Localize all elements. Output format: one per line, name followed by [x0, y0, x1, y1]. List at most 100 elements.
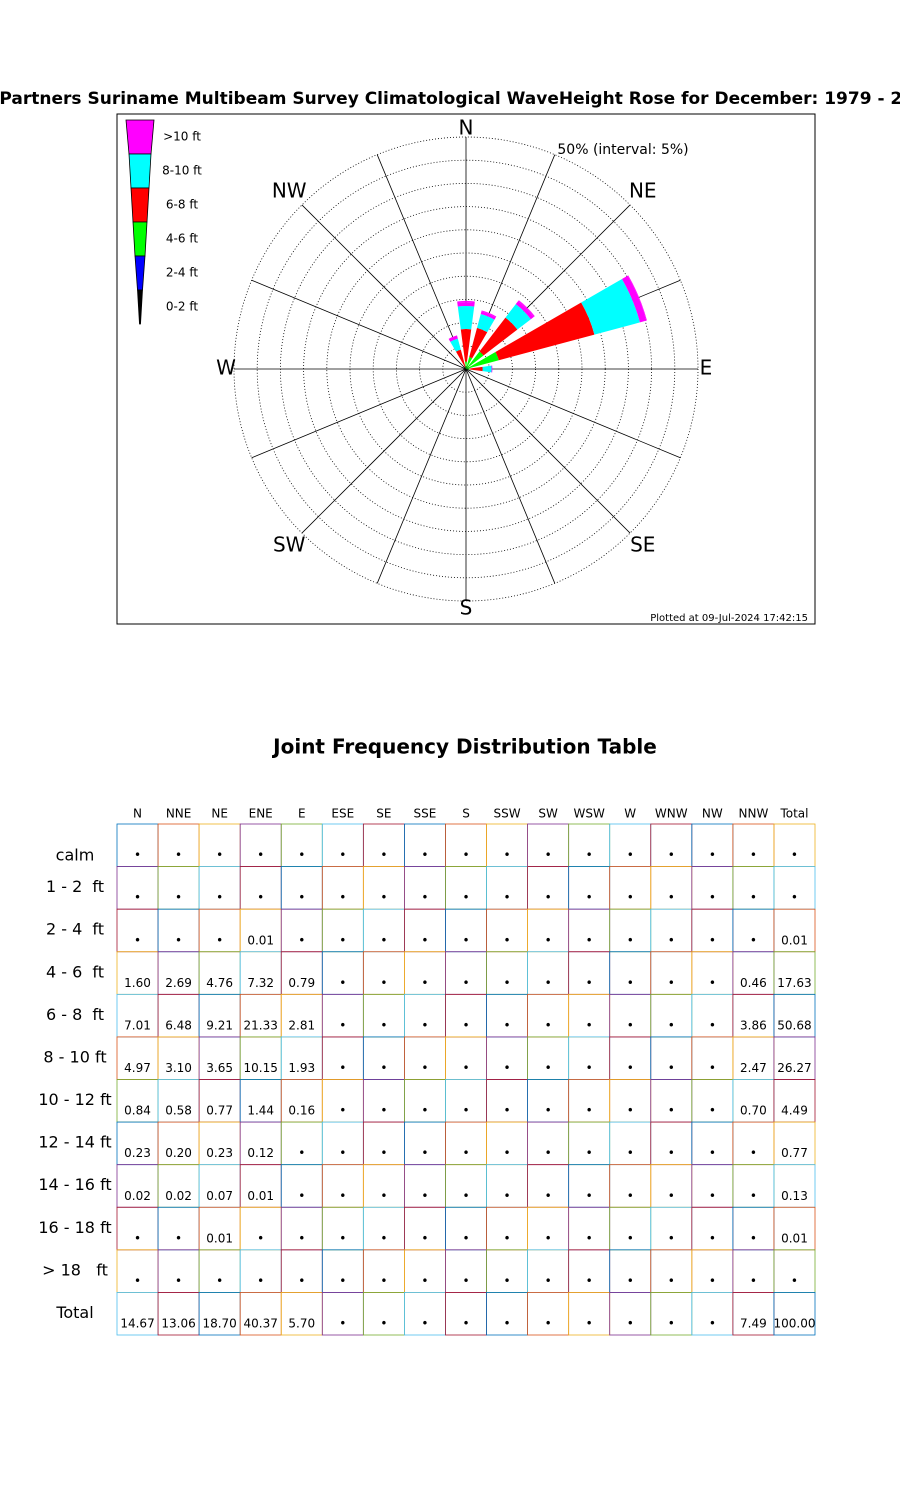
cell-value: •	[339, 976, 346, 990]
cell-value: •	[586, 976, 593, 990]
cell-value: 0.13	[781, 1189, 808, 1203]
cell-value: 0.20	[165, 1146, 192, 1160]
cell-value: •	[504, 1317, 511, 1331]
cell-value: •	[586, 891, 593, 905]
cell-value: •	[504, 1146, 511, 1160]
cell-value: •	[462, 1231, 469, 1245]
cell-value: •	[627, 976, 634, 990]
legend-label: 2-4 ft	[166, 266, 198, 280]
cell-value: •	[298, 1189, 305, 1203]
cell-value: 7.01	[124, 1018, 151, 1032]
legend-swatch	[133, 222, 147, 256]
cell-value: •	[380, 848, 387, 862]
column-header: NNE	[166, 807, 192, 821]
cell-value: 0.79	[288, 976, 315, 990]
cell-value: 6.48	[165, 1018, 192, 1032]
cell-value: •	[175, 933, 182, 947]
cell-value: 2.69	[165, 976, 192, 990]
row-label: calm	[56, 846, 95, 865]
cell-value: 0.77	[206, 1104, 233, 1118]
cell-value: •	[709, 1274, 716, 1288]
cell-value: •	[339, 1274, 346, 1288]
cell-value: •	[462, 1189, 469, 1203]
cell-value: •	[709, 1189, 716, 1203]
cell-value: •	[668, 1317, 675, 1331]
cell-value: •	[750, 1189, 757, 1203]
cell-value: •	[709, 1231, 716, 1245]
cell-value: 10.15	[244, 1061, 278, 1075]
cell-value: 26.27	[777, 1061, 811, 1075]
cell-value: •	[668, 1189, 675, 1203]
compass-label: N	[459, 116, 474, 140]
cell-value: •	[504, 976, 511, 990]
cell-value: 0.01	[781, 1231, 808, 1245]
cell-value: •	[709, 848, 716, 862]
row-label: 2 - 4 ft	[46, 920, 104, 939]
ring-label: 50% (interval: 5%)	[557, 142, 688, 158]
compass-label: NE	[629, 179, 657, 203]
cell-value: •	[462, 1146, 469, 1160]
cell-value: •	[216, 1274, 223, 1288]
cell-value: •	[586, 933, 593, 947]
column-header: SSE	[414, 807, 437, 821]
cell-value: •	[504, 891, 511, 905]
cell-value: •	[545, 1231, 552, 1245]
cell-value: •	[791, 1274, 798, 1288]
cell-value: •	[134, 891, 141, 905]
column-header: Total	[779, 807, 808, 821]
row-label: 6 - 8 ft	[46, 1005, 104, 1024]
cell-value: •	[750, 933, 757, 947]
cell-value: •	[462, 933, 469, 947]
cell-value: •	[380, 1274, 387, 1288]
compass-label: SE	[630, 532, 655, 556]
cell-value: •	[298, 1274, 305, 1288]
column-header: N	[133, 807, 142, 821]
cell-value: •	[545, 848, 552, 862]
legend-label: 8-10 ft	[162, 164, 202, 178]
row-label: 10 - 12 ft	[38, 1090, 111, 1109]
cell-value: •	[134, 933, 141, 947]
cell-value: •	[421, 891, 428, 905]
column-header: SSW	[494, 807, 521, 821]
cell-value: •	[421, 1061, 428, 1075]
legend-label: >10 ft	[163, 130, 201, 144]
cell-value: •	[462, 1317, 469, 1331]
cell-value: •	[421, 1189, 428, 1203]
cell-value: •	[668, 848, 675, 862]
cell-value: 1.44	[247, 1104, 274, 1118]
cell-value: •	[504, 1189, 511, 1203]
column-header: S	[462, 807, 470, 821]
cell-value: •	[380, 1231, 387, 1245]
cell-value: •	[668, 1274, 675, 1288]
legend-label: 6-8 ft	[166, 198, 198, 212]
cell-value: •	[750, 1274, 757, 1288]
cell-value: •	[545, 1018, 552, 1032]
cell-value: •	[216, 891, 223, 905]
cell-value: 2.47	[740, 1061, 767, 1075]
cell-value: •	[668, 1061, 675, 1075]
column-header: E	[298, 807, 306, 821]
cell-value: •	[339, 848, 346, 862]
cell-value: •	[380, 1018, 387, 1032]
cell-value: •	[545, 1274, 552, 1288]
cell-value: •	[545, 933, 552, 947]
cell-value: 0.16	[288, 1104, 315, 1118]
cell-value: •	[380, 1104, 387, 1118]
cell-value: 2.81	[288, 1018, 315, 1032]
cell-value: •	[709, 891, 716, 905]
cell-value: •	[586, 1018, 593, 1032]
cell-value: •	[504, 1061, 511, 1075]
row-label: 4 - 6 ft	[46, 962, 104, 981]
chart-title: GeoPartners Suriname Multibeam Survey Cl…	[0, 89, 900, 109]
cell-value: 5.70	[288, 1317, 315, 1331]
legend-swatch	[131, 188, 149, 222]
cell-value: 0.46	[740, 976, 767, 990]
cell-value: •	[421, 933, 428, 947]
cell-value: •	[134, 1274, 141, 1288]
cell-value: 0.12	[247, 1146, 274, 1160]
cell-value: 0.70	[740, 1104, 767, 1118]
cell-value: •	[339, 891, 346, 905]
cell-value: •	[298, 1231, 305, 1245]
